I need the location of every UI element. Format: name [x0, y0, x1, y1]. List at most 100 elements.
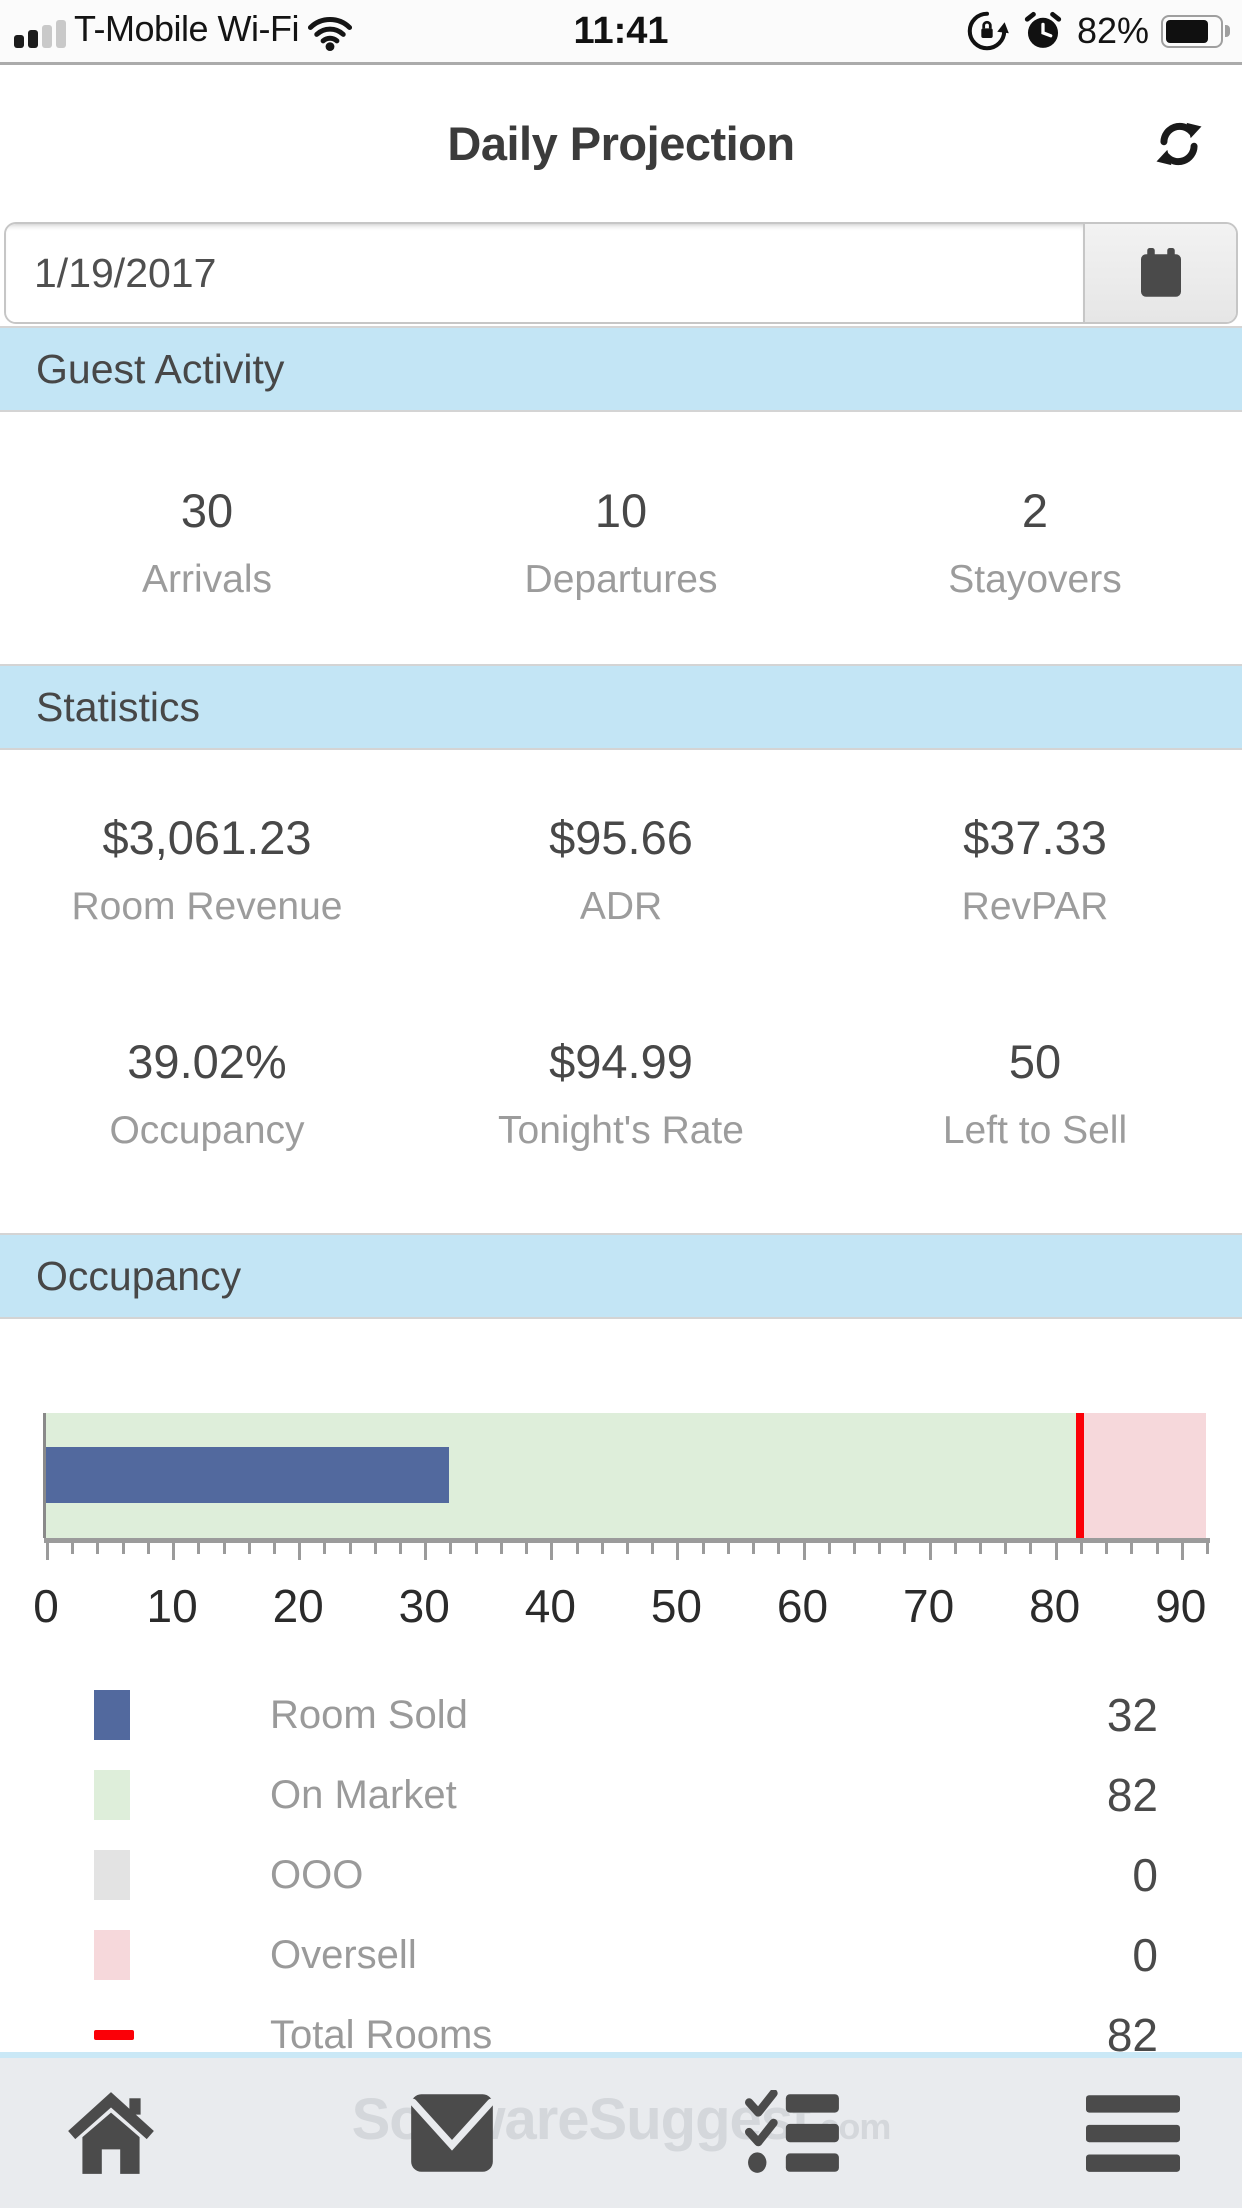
axis-tick: [575, 1543, 579, 1554]
axis-tick: [1004, 1543, 1008, 1554]
stat-value: $94.99: [549, 1034, 693, 1088]
axis-tick: [499, 1543, 503, 1554]
status-bar: T-Mobile Wi-Fi 11:41: [0, 0, 1242, 65]
axis-tick: [474, 1543, 478, 1554]
stat-value: 30: [180, 483, 234, 537]
stat-tonight-s-rate: $94.99 Tonight's Rate: [414, 1034, 828, 1153]
home-icon: [68, 2092, 154, 2174]
axis-tick: [146, 1543, 150, 1554]
axis-tick-label: 60: [776, 1580, 829, 1632]
axis-tick: [953, 1543, 957, 1554]
axis-tick: [1079, 1543, 1083, 1554]
wifi-icon: [307, 16, 353, 54]
axis-tick-label: 20: [272, 1580, 324, 1632]
calendar-button[interactable]: [1083, 224, 1236, 322]
axis-tick: [46, 1543, 49, 1560]
legend-row-ooo: OOO 0: [0, 1835, 1242, 1915]
stat-value: 50: [1008, 1034, 1062, 1088]
axis-tick: [626, 1543, 629, 1554]
stat-stayovers: 2 Stayovers: [828, 483, 1242, 602]
statistics-stats: $3,061.23 Room Revenue $95.66 ADR $37.33 RevP…: [0, 750, 1242, 1231]
axis-tick: [323, 1543, 327, 1554]
carrier-label: T-Mobile Wi-Fi: [74, 8, 300, 49]
section-header-statistics: Statistics: [0, 664, 1242, 750]
axis-tick: [348, 1543, 352, 1554]
section-header-guest-activity: Guest Activity: [0, 326, 1242, 412]
stat-adr: $95.66 ADR: [414, 810, 828, 929]
stat-label: Tonight's Rate: [498, 1108, 744, 1152]
alarm-icon: [1021, 9, 1065, 53]
chart-y-axis: [43, 1413, 46, 1538]
orientation-lock-icon: [965, 9, 1009, 53]
axis-tick: [121, 1543, 125, 1554]
legend-value: 0: [1132, 1929, 1158, 1981]
axis-tick: [651, 1543, 655, 1554]
axis-tick: [726, 1543, 730, 1554]
legend-row-on-market: On Market 82: [0, 1755, 1242, 1835]
checklist-icon: [744, 2090, 839, 2173]
axis-tick: [298, 1543, 302, 1560]
axis-tick-label: 90: [1155, 1580, 1207, 1632]
stat-revpar: $37.33 RevPAR: [828, 810, 1242, 929]
next-section-peek-strip: [0, 2052, 1242, 2058]
refresh-button[interactable]: [1152, 117, 1206, 171]
axis-tick-label: 40: [524, 1580, 576, 1632]
axis-tick: [71, 1543, 75, 1554]
legend-label: On Market: [270, 1772, 457, 1817]
total-rooms-line: [1075, 1413, 1084, 1538]
axis-tick: [852, 1543, 856, 1554]
axis-tick: [1130, 1543, 1134, 1554]
axis-tick: [752, 1543, 756, 1554]
stat-occupancy: 39.02% Occupancy: [0, 1034, 414, 1153]
section-header-occupancy: Occupancy: [0, 1233, 1242, 1319]
legend-row-total-rooms: Total Rooms 82: [0, 1995, 1242, 2075]
axis-tick: [550, 1543, 554, 1560]
axis-tick: [222, 1543, 226, 1554]
cell-signal-icon: [14, 20, 66, 54]
axis-tick: [1155, 1543, 1159, 1554]
axis-tick: [449, 1543, 453, 1554]
axis-tick: [373, 1543, 377, 1554]
axis-tick: [903, 1543, 907, 1554]
stat-value: $37.33: [963, 811, 1107, 865]
axis-tick: [777, 1543, 781, 1554]
legend-swatch: [94, 1690, 130, 1740]
legend-swatch: [94, 1770, 130, 1820]
nav-menu-button[interactable]: [1085, 2093, 1180, 2173]
axis-tick: [247, 1543, 251, 1554]
axis-tick: [172, 1543, 176, 1560]
calendar-icon: [1140, 248, 1181, 297]
legend-row-oversell: Oversell 0: [0, 1915, 1242, 1995]
occupancy-plot-area: [43, 1413, 1206, 1538]
chart-legend: Room Sold 32 On Market 82 OOO 0 Oversell 0 Total…: [0, 1645, 1242, 2075]
date-picker-group: [4, 222, 1238, 324]
stat-departures: 10 Departures: [414, 483, 828, 602]
stat-value: 2: [1021, 483, 1049, 537]
nav-home-button[interactable]: [62, 2090, 160, 2176]
clock-time: 11:41: [573, 9, 669, 52]
axis-tick: [1054, 1543, 1058, 1560]
axis-tick: [1105, 1543, 1109, 1554]
axis-tick: [272, 1543, 276, 1554]
stat-label: Left to Sell: [942, 1108, 1128, 1152]
nav-mail-button[interactable]: [403, 2092, 501, 2174]
nav-checklist-button[interactable]: [744, 2090, 843, 2176]
page-title: Daily Projection: [447, 117, 795, 170]
chart-x-labels: 0 10 20 30 40 50 60 70 80 90: [33, 1567, 1207, 1645]
axis-tick: [802, 1543, 806, 1560]
legend-label: Room Sold: [270, 1692, 468, 1737]
menu-icon: [1085, 2095, 1180, 2172]
legend-value: 32: [1106, 1689, 1158, 1741]
stat-label: Stayovers: [948, 557, 1122, 601]
axis-tick: [1029, 1543, 1033, 1554]
stat-value: 39.02%: [127, 1034, 287, 1088]
axis-tick: [878, 1543, 882, 1554]
date-input[interactable]: [6, 224, 1083, 322]
stat-value: $95.66: [549, 811, 693, 865]
stat-left-to-sell: 50 Left to Sell: [828, 1034, 1242, 1153]
occupancy-chart: 0 10 20 30 40 50 60 70 80 90 Room Sold 32 On Market…: [0, 1319, 1242, 2075]
stat-label: ADR: [579, 885, 663, 929]
legend-swatch: [94, 2030, 134, 2040]
legend-value: 82: [1106, 1769, 1158, 1821]
legend-row-room-sold: Room Sold 32: [0, 1675, 1242, 1755]
